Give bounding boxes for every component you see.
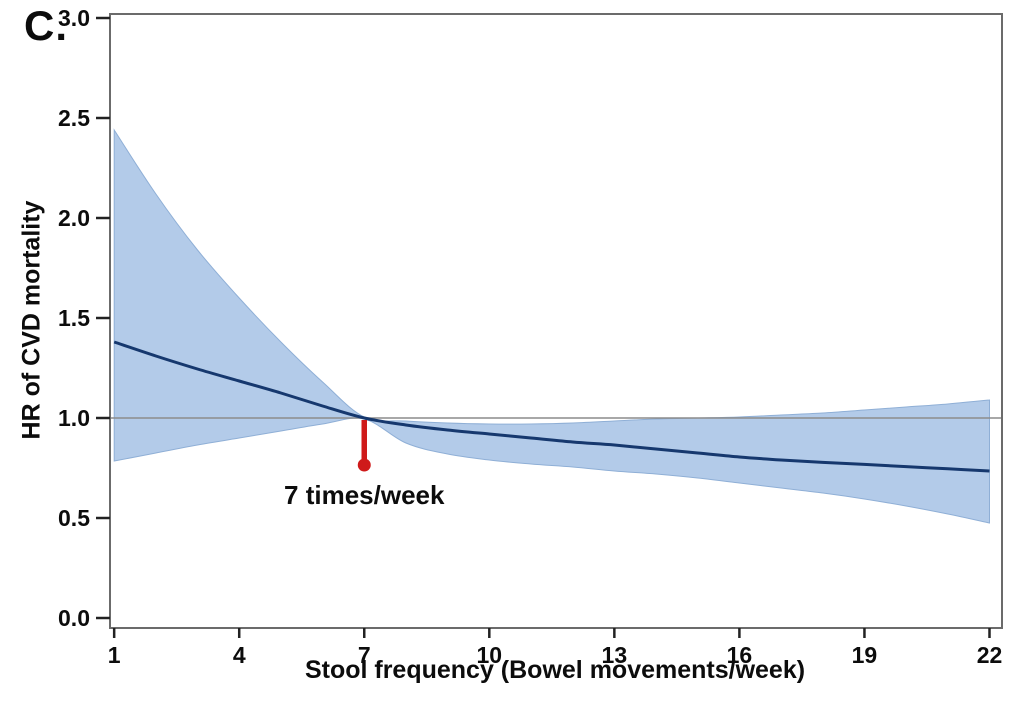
y-tick-label: 0.0 [58,605,90,631]
plot-frame [109,13,1003,629]
y-tick-label: 2.5 [58,105,90,131]
confidence-band [113,128,990,524]
y-tick-label: 2.0 [58,205,90,231]
x-tick-label: 7 [358,642,371,668]
x-tick-label: 4 [233,642,246,668]
x-tick-label: 22 [977,642,1003,668]
marker-dot [357,458,371,472]
x-tick-label: 19 [852,642,878,668]
x-tick-label: 13 [602,642,628,668]
annotation-label: 7 times/week [284,480,445,510]
x-axis-title: Stool frequency (Bowel movements/week) [304,656,806,684]
hr-curve [113,340,990,473]
panel-label: C. [24,2,68,49]
y-tick-label: 1.5 [58,305,90,331]
y-tick-label: 3.0 [58,5,90,31]
y-tick-label: 1.0 [58,405,90,431]
x-tick-label: 16 [727,642,753,668]
x-tick-label: 1 [108,642,121,668]
y-tick-label: 0.5 [58,505,90,531]
x-tick-label: 10 [477,642,503,668]
